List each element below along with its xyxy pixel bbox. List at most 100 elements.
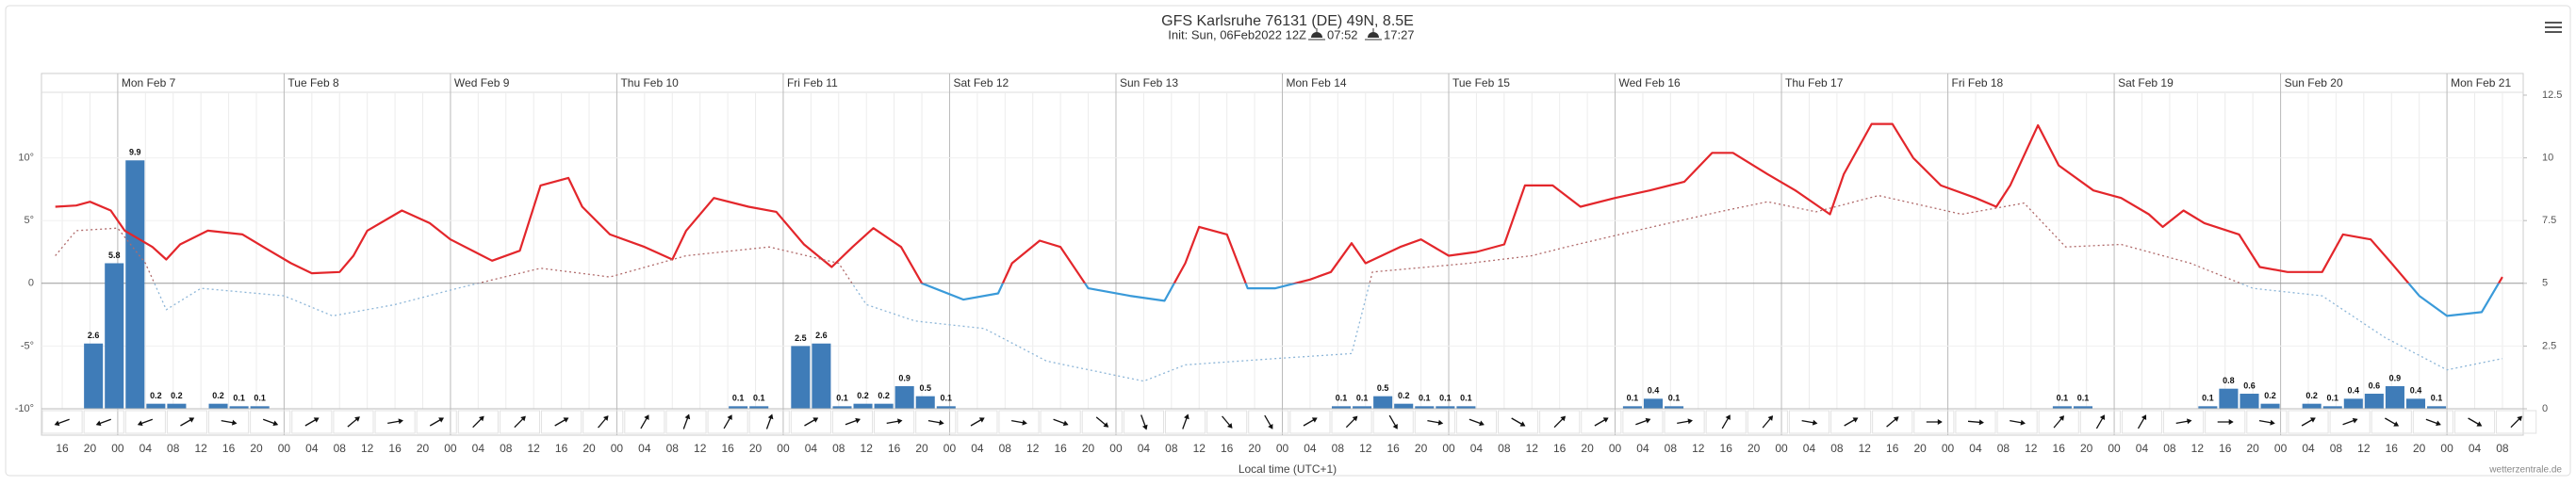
bar-label: 0.2 — [171, 391, 183, 400]
x-tick-label: 16 — [1553, 442, 1567, 455]
bar-label: 0.2 — [2305, 391, 2318, 400]
bar-label: 0.1 — [836, 394, 848, 403]
wind-arrow — [2425, 418, 2441, 427]
bar-label: 0.2 — [857, 391, 869, 400]
wind-arrow — [682, 413, 691, 429]
bar-label: 0.2 — [2264, 391, 2276, 400]
wind-arrow — [2301, 417, 2316, 427]
wind-arrow — [723, 414, 732, 429]
x-tick-label: 04 — [2136, 442, 2149, 455]
x-tick-label: 12 — [861, 442, 874, 455]
wind-cell — [2121, 410, 2163, 434]
credit: wetterzentrale.de — [2488, 465, 2562, 476]
wind-head — [2228, 419, 2234, 425]
bar-label: 2.6 — [815, 331, 828, 340]
x-tick-label: 08 — [1332, 442, 1345, 455]
wind-cell — [2288, 410, 2329, 434]
wind-head — [2270, 419, 2275, 426]
wind-head — [1645, 417, 1651, 424]
wind-head — [1687, 418, 1693, 425]
wind-cell — [250, 410, 291, 434]
wind-cell — [2371, 410, 2412, 434]
x-tick-label: 00 — [611, 442, 624, 455]
bar-label: 0.1 — [2077, 394, 2090, 403]
x-tick-label: 20 — [582, 442, 596, 455]
x-tick-label: 16 — [721, 442, 734, 455]
wind-cell — [1996, 410, 2038, 434]
bar-label: 0.4 — [1648, 386, 1660, 396]
wind-arrow — [514, 415, 526, 429]
wind-arrow — [304, 417, 320, 427]
wind-cell — [1164, 410, 1206, 434]
wind-cell — [499, 410, 541, 434]
x-tick-label: 04 — [1138, 442, 1151, 455]
x-tick-label: 12 — [2025, 442, 2038, 455]
wind-arrow — [429, 417, 444, 427]
chart-title: GFS Karlsruhe 76131 (DE) 49N, 8.5E — [1161, 13, 1414, 29]
x-tick-label: 00 — [278, 442, 291, 455]
precip-bar — [84, 343, 104, 409]
wind-arrow — [95, 418, 111, 427]
wind-head — [727, 414, 732, 421]
precip-bar — [1643, 398, 1664, 409]
precip-bar — [1415, 406, 1435, 409]
wind-cell — [2038, 410, 2079, 434]
precip-bar — [2364, 394, 2384, 409]
day-label: Fri Feb 18 — [1952, 76, 2004, 89]
bar-label: 0.1 — [2326, 394, 2338, 403]
x-tick-label: 12 — [694, 442, 707, 455]
precip-bar — [2052, 406, 2072, 409]
wind-cell — [582, 410, 624, 434]
wind-arrow — [2258, 419, 2275, 426]
wind-head — [520, 415, 526, 422]
wind-cell — [1913, 410, 1955, 434]
wind-head — [2436, 420, 2441, 427]
precip-bar — [167, 403, 187, 409]
x-tick-label: 16 — [2219, 442, 2232, 455]
day-label: Thu Feb 10 — [620, 76, 679, 89]
precip-bar — [2260, 403, 2280, 409]
wind-arrow — [2095, 414, 2105, 429]
x-tick-label: 08 — [1830, 442, 1844, 455]
x-tick-label: 00 — [111, 442, 124, 455]
wind-arrow — [1095, 416, 1109, 428]
x-tick-label: 08 — [2163, 442, 2176, 455]
x-tick-label: 16 — [1386, 442, 1400, 455]
wind-arrow — [1388, 414, 1398, 429]
wind-cell — [707, 410, 748, 434]
wind-head — [2393, 421, 2400, 427]
x-tick-label: 12 — [361, 442, 374, 455]
wind-head — [1103, 422, 1109, 428]
wind-cell — [2079, 410, 2121, 434]
line-below-zero — [920, 283, 2501, 317]
wind-cell — [790, 410, 831, 434]
x-tick-label: 12 — [1526, 442, 1539, 455]
wind-arrow — [970, 417, 985, 427]
wind-arrow — [554, 417, 569, 427]
wind-head — [1184, 413, 1190, 420]
wind-head — [897, 418, 903, 425]
wind-cell — [2453, 410, 2496, 434]
bar-label: 0.2 — [878, 391, 890, 400]
precip-bar — [832, 406, 852, 409]
wind-arrow — [845, 417, 861, 426]
y2-tick-label: 10 — [2542, 153, 2553, 164]
wind-head — [398, 418, 403, 425]
precip-bar — [1622, 406, 1642, 409]
x-tick-label: 04 — [305, 442, 319, 455]
x-tick-label: 16 — [888, 442, 901, 455]
wind-arrow — [2010, 419, 2026, 426]
day-label: Tue Feb 8 — [287, 76, 339, 89]
wind-cell — [624, 410, 665, 434]
wind-cell — [957, 410, 998, 434]
x-tick-label: 20 — [1082, 442, 1095, 455]
bar-label: 5.8 — [108, 251, 121, 260]
wind-cell — [208, 410, 250, 434]
x-tick-label: 08 — [2496, 442, 2509, 455]
precip-bar — [208, 403, 228, 409]
wind-cell — [541, 410, 582, 434]
bar-label: 0.1 — [233, 394, 245, 403]
precip-bar — [2240, 394, 2259, 409]
menu-button[interactable] — [2541, 17, 2566, 38]
x-tick-label: 16 — [1886, 442, 1899, 455]
